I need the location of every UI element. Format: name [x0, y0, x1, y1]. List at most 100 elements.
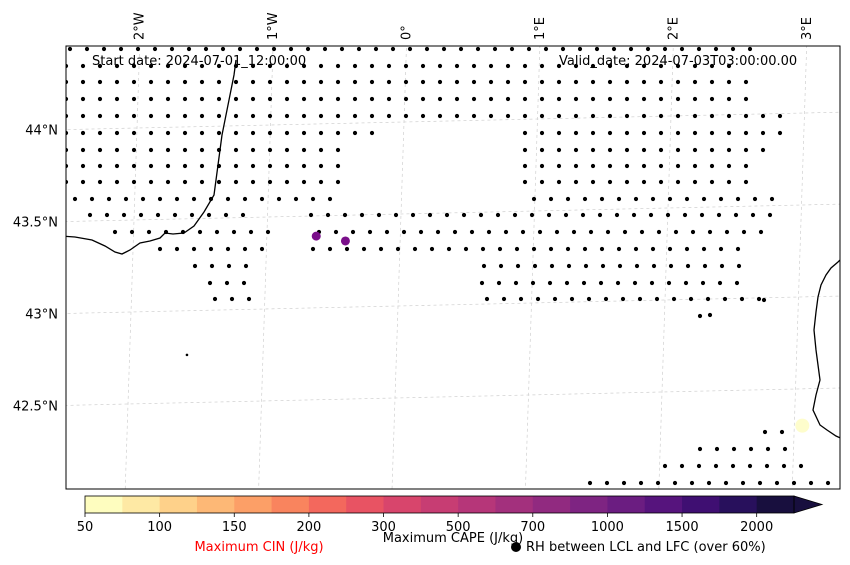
rh-dot — [590, 63, 596, 69]
rh-dot — [267, 163, 273, 169]
rh-dot — [616, 246, 622, 252]
rh-dot — [369, 79, 375, 85]
rh-dot — [243, 263, 249, 269]
rh-dot — [80, 179, 86, 185]
rh-dot — [740, 480, 746, 486]
rh-dot — [106, 196, 112, 202]
rh-dot — [522, 113, 528, 119]
rh-dot — [242, 196, 248, 202]
rh-dot — [182, 163, 188, 169]
rh-dot — [350, 229, 356, 235]
rh-dot — [138, 212, 144, 218]
rh-dot — [741, 229, 747, 235]
colorbar-segment — [458, 496, 496, 513]
rh-dot — [565, 196, 571, 202]
rh-dot — [80, 63, 86, 69]
rh-dot — [588, 229, 594, 235]
rh-dot — [233, 163, 239, 169]
rh-dot — [131, 163, 137, 169]
rh-dot — [250, 163, 256, 169]
rh-dot — [739, 296, 745, 302]
rh-dot — [650, 196, 656, 202]
rh-dot — [743, 113, 749, 119]
rh-dot — [335, 63, 341, 69]
rh-dot — [267, 130, 273, 136]
rh-dot — [246, 296, 252, 302]
rh-dot — [581, 280, 587, 286]
rh-dot — [505, 79, 511, 85]
rh-dot — [624, 79, 630, 85]
rh-dot — [288, 46, 294, 52]
rh-dot — [539, 63, 545, 69]
rh-dot — [743, 179, 749, 185]
rh-dot — [513, 280, 519, 286]
colorbar-extend-arrow — [793, 495, 824, 514]
rh-dot — [148, 147, 154, 153]
rh-dot — [112, 229, 118, 235]
rh-dot — [118, 46, 124, 52]
rh-dot-field — [66, 46, 831, 486]
colorbar-segment — [719, 496, 758, 513]
rh-dot — [548, 196, 554, 202]
rh-dot — [335, 163, 341, 169]
rh-dot — [509, 46, 515, 52]
rh-dot — [641, 113, 647, 119]
rh-dot — [641, 130, 647, 136]
rh-dot — [481, 263, 487, 269]
rh-dot — [80, 130, 86, 136]
rh-dot — [590, 147, 596, 153]
rh-dot — [429, 246, 435, 252]
rh-dot — [72, 196, 78, 202]
rh-dot — [437, 96, 443, 102]
rh-dot — [637, 296, 643, 302]
rh-dot — [709, 63, 715, 69]
rh-dot — [206, 212, 212, 218]
rh-dot — [597, 212, 603, 218]
rh-dot — [267, 63, 273, 69]
rh-dot — [131, 179, 137, 185]
rh-dot — [600, 263, 606, 269]
latitude-tick-label: 43°N — [25, 308, 58, 323]
rh-dot — [250, 79, 256, 85]
rh-dot — [682, 212, 688, 218]
rh-dot — [590, 113, 596, 119]
rh-dot — [547, 280, 553, 286]
rh-dot — [335, 130, 341, 136]
rh-dot — [707, 312, 713, 318]
rh-dot — [165, 96, 171, 102]
rh-dot — [668, 263, 674, 269]
rh-dot — [131, 79, 137, 85]
rh-dot — [352, 63, 358, 69]
rh-dot — [267, 113, 273, 119]
rh-dot — [271, 46, 277, 52]
rh-dot — [174, 246, 180, 252]
rh-dot — [607, 96, 613, 102]
rh-dot — [649, 280, 655, 286]
rh-dot — [424, 46, 430, 52]
rh-dot — [620, 296, 626, 302]
rh-dot — [123, 196, 129, 202]
rh-dot — [420, 113, 426, 119]
rh-dot — [224, 280, 230, 286]
rh-dot — [522, 96, 528, 102]
rh-dot — [616, 196, 622, 202]
rh-dot — [87, 212, 93, 218]
rh-dot — [148, 79, 154, 85]
rh-dot — [131, 130, 137, 136]
rh-dot — [760, 130, 766, 136]
rh-dot — [114, 96, 120, 102]
colorbar-segment — [532, 496, 571, 513]
rh-dot — [498, 263, 504, 269]
rh-dot — [603, 296, 609, 302]
rh-dot — [628, 46, 634, 52]
rh-dot — [386, 113, 392, 119]
rh-dot — [182, 63, 188, 69]
rh-dot — [573, 113, 579, 119]
map-frame — [65, 45, 841, 490]
rh-dot — [586, 296, 592, 302]
parallel-gridline — [66, 295, 840, 314]
rh-dot — [471, 79, 477, 85]
rh-legend-label: RH between LCL and LFC (over 60%) — [526, 540, 766, 555]
rh-dot — [182, 147, 188, 153]
rh-dot — [335, 179, 341, 185]
